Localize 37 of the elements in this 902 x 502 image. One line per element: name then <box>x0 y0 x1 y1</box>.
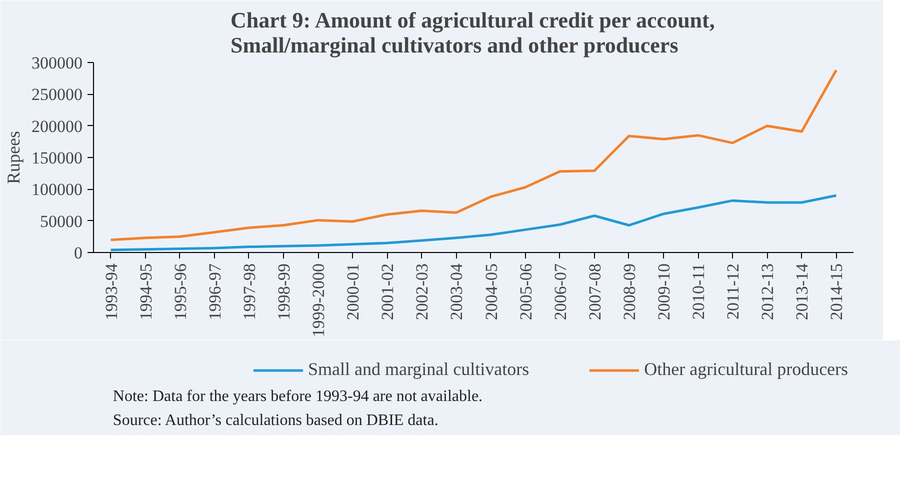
x-tick-label: 1995-96 <box>170 263 190 320</box>
text: Note: Data for the years before 1993-94 are not available. <box>112 388 483 405</box>
x-tick-label: 2000-01 <box>344 263 363 320</box>
chart-title: Chart 9: Amount of agricultural credit per account, Small/marginal cultivators and other producers <box>230 8 715 58</box>
x-tick-label: 1994-95 <box>136 263 156 320</box>
x-tick-label: 1993-94 <box>102 263 121 320</box>
x-tick-label: 2012-13 <box>758 263 778 320</box>
x-tick-label: 2007-08 <box>585 263 604 320</box>
y-tick-label: 100000 <box>32 180 82 200</box>
line-series <box>110 68 838 242</box>
source-note: Source: Author’s calculations based on DBIE data. <box>112 412 438 429</box>
x-tick-label: 1998-99 <box>274 263 294 320</box>
x-tick-label: 2010-11 <box>689 264 708 320</box>
y-tick-label: 250000 <box>32 85 82 104</box>
x-tick-label: 2014-15 <box>827 263 846 320</box>
x-tick-label: 2004-05 <box>482 263 501 320</box>
legend-label: Small and marginal cultivators <box>308 359 530 380</box>
y-tick-label: 0 <box>74 244 82 262</box>
y-tick-label: 200000 <box>32 116 82 136</box>
x-tick-label: 1997-98 <box>240 263 259 320</box>
y-tick-label: 50000 <box>40 212 82 231</box>
y-axis-title: Rupees <box>4 130 24 184</box>
x-tick-label: 2003-04 <box>447 263 466 320</box>
x-tick-label: 2009-10 <box>654 263 674 320</box>
x-tick-label: 2013-14 <box>792 263 812 320</box>
x-tick-label: 2011-12 <box>724 264 743 320</box>
x-tick-label: 2006-07 <box>550 263 570 320</box>
x-tick-label: 2005-06 <box>516 263 536 320</box>
line-series <box>110 194 838 252</box>
x-tick-label: 1999-2000 <box>309 263 328 338</box>
x-tick-label: 1996-97 <box>205 263 224 320</box>
y-tick-label: 300000 <box>32 54 82 72</box>
y-tick-label: 150000 <box>32 148 82 168</box>
x-tick-label: 2008-09 <box>620 263 639 320</box>
x-tick-label: 2002-03 <box>412 263 432 320</box>
legend-label: Other agricultural producers <box>644 359 848 380</box>
x-tick-label: 2001-02 <box>378 263 398 320</box>
